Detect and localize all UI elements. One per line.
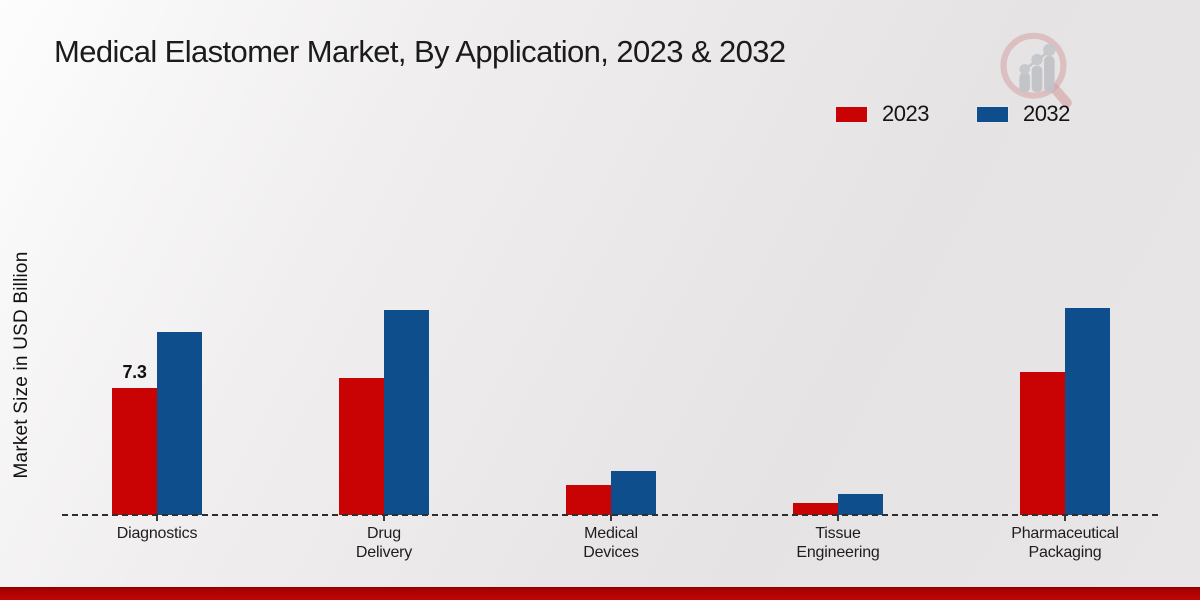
category-label-medical-devices: Medical Devices	[583, 525, 639, 561]
category-label-tissue-engineering: Tissue Engineering	[796, 525, 880, 561]
bottom-accent-bar	[0, 587, 1200, 600]
legend: 2023 2032	[836, 101, 1070, 127]
bar-2023-tissue-engineering	[793, 503, 838, 515]
bar-group-tissue-engineering: Tissue Engineering	[793, 305, 883, 562]
bar-2032-drug-delivery	[384, 310, 429, 515]
legend-swatch-2032	[976, 106, 1008, 122]
bars-medical-devices	[566, 305, 656, 515]
y-axis-label: Market Size in USD Billion	[11, 251, 32, 479]
bar-group-pharmaceutical-packaging: Pharmaceutical Packaging	[1011, 305, 1119, 562]
bars-drug-delivery	[339, 305, 429, 515]
legend-swatch-2023	[836, 106, 867, 122]
bar-2032-pharmaceutical-packaging	[1065, 308, 1110, 515]
legend-label-2032: 2032	[1022, 101, 1070, 126]
bar-chart-magnifier-logo-icon	[1000, 32, 1072, 108]
bars-tissue-engineering	[793, 305, 883, 515]
category-label-pharmaceutical-packaging: Pharmaceutical Packaging	[1011, 525, 1119, 561]
x-axis-tick	[156, 515, 158, 521]
bar-value-label: 7.3	[122, 362, 147, 382]
bar-2032-medical-devices	[611, 471, 656, 515]
legend-item-2023: 2023	[836, 101, 929, 127]
bar-group-diagnostics: 7.3 Diagnostics	[112, 305, 202, 562]
x-axis-baseline	[62, 514, 1158, 516]
x-axis-tick	[1064, 515, 1066, 521]
bar-2023-diagnostics: 7.3	[112, 362, 157, 515]
x-axis-tick	[610, 515, 612, 521]
bar-2023-medical-devices	[566, 485, 611, 515]
bar-2023-pharmaceutical-packaging	[1020, 372, 1065, 515]
x-axis-tick	[383, 515, 385, 521]
plot-area: 7.3 Diagnostics Drug Delivery Medical Devic…	[112, 305, 1119, 562]
bar-2023-drug-delivery	[339, 378, 384, 515]
legend-label-2023: 2023	[882, 101, 929, 126]
category-label-drug-delivery: Drug Delivery	[355, 525, 413, 561]
bar-group-drug-delivery: Drug Delivery	[339, 305, 429, 562]
bars-diagnostics: 7.3	[112, 305, 202, 515]
chart-title: Medical Elastomer Market, By Application…	[54, 34, 786, 69]
bar-2032-tissue-engineering	[838, 494, 883, 515]
x-axis-tick	[837, 515, 839, 521]
category-label-diagnostics: Diagnostics	[116, 525, 198, 542]
bar-2032-diagnostics	[157, 332, 202, 515]
legend-item-2032: 2032	[976, 101, 1070, 127]
bars-pharmaceutical-packaging	[1020, 305, 1110, 515]
bar-group-medical-devices: Medical Devices	[566, 305, 656, 562]
